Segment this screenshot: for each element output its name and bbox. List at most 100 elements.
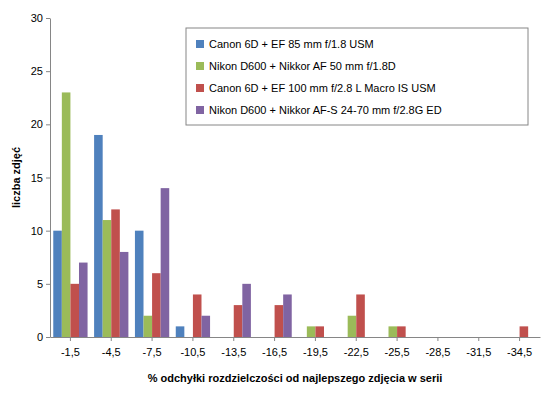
tick: -19,5 (303, 337, 328, 358)
bar (520, 326, 529, 337)
legend-label: Nikon D600 + Nikkor AF-S 24-70 mm f/2.8G… (209, 104, 442, 116)
bar (53, 231, 62, 337)
tick-label: 10 (31, 225, 43, 237)
bar (438, 337, 447, 338)
bar (103, 220, 112, 337)
bar (307, 326, 316, 337)
tick: -4,5 (102, 337, 121, 358)
series (79, 188, 292, 337)
tick-mark (152, 337, 153, 341)
tick: -34,5 (507, 337, 532, 358)
bar (201, 316, 210, 337)
tick-label: -31,5 (466, 346, 491, 358)
tick: 15 (31, 172, 50, 184)
tick-mark (46, 124, 50, 125)
tick-mark (70, 337, 71, 341)
tick-mark (478, 337, 479, 341)
series (70, 209, 528, 337)
bar (70, 284, 79, 337)
tick-label: -13,5 (221, 346, 246, 358)
tick-mark (397, 337, 398, 341)
legend-swatch (196, 40, 204, 48)
bar (298, 337, 307, 338)
tick-label: -4,5 (102, 346, 121, 358)
bar (406, 337, 415, 338)
bar (161, 188, 170, 337)
tick-label: -19,5 (303, 346, 328, 358)
tick-mark (46, 71, 50, 72)
legend-swatch (196, 106, 204, 114)
tick: -28,5 (425, 337, 450, 358)
tick-mark (46, 18, 50, 19)
tick-mark (519, 337, 520, 341)
bar (470, 337, 479, 338)
bar (421, 337, 430, 338)
tick-mark (46, 178, 50, 179)
tick-label: 20 (31, 118, 43, 130)
x-axis-line (51, 337, 541, 338)
tick-mark (274, 337, 275, 341)
tick-label: 15 (31, 172, 43, 184)
bar (184, 337, 193, 338)
bar (283, 294, 292, 337)
chart: 051015202530-1,5-4,5-7,5-10,5-13,5-16,5-… (0, 0, 550, 410)
bar (62, 92, 71, 337)
bar (511, 337, 520, 338)
bar (234, 305, 243, 337)
tick-mark (46, 337, 50, 338)
series (62, 92, 397, 337)
tick: -16,5 (262, 337, 287, 358)
bar (339, 337, 348, 338)
legend-swatch (196, 62, 204, 70)
tick: 25 (31, 65, 50, 77)
tick: -13,5 (221, 337, 246, 358)
bar (275, 305, 284, 337)
bar (135, 231, 144, 337)
y-axis: 051015202530 (31, 12, 51, 343)
bars (53, 92, 528, 337)
bar (266, 337, 275, 338)
tick-mark (356, 337, 357, 341)
tick-mark (46, 284, 50, 285)
y-axis-line (50, 19, 51, 338)
tick: -10,5 (180, 337, 205, 358)
bar (365, 337, 374, 338)
tick-label: 5 (37, 278, 43, 290)
bar (356, 294, 365, 337)
tick: -25,5 (385, 337, 410, 358)
legend-swatch (196, 84, 204, 92)
bar (348, 316, 357, 337)
tick-mark (437, 337, 438, 341)
legend-label: Canon 6D + EF 85 mm f/1.8 USM (209, 38, 374, 50)
tick: 30 (31, 12, 50, 24)
tick: -1,5 (61, 337, 80, 358)
tick-label: -10,5 (180, 346, 205, 358)
bar (152, 273, 161, 337)
tick-label: -22,5 (344, 346, 369, 358)
legend-box (186, 28, 528, 125)
bar (120, 252, 129, 337)
tick-label: -25,5 (385, 346, 410, 358)
tick-label: -28,5 (425, 346, 450, 358)
bar (94, 135, 103, 337)
bar (176, 326, 185, 337)
bar (242, 284, 251, 337)
tick-label: -34,5 (507, 346, 532, 358)
tick-mark (46, 231, 50, 232)
tick-mark (111, 337, 112, 341)
bar (487, 337, 496, 338)
tick: 20 (31, 118, 50, 130)
legend-label: Canon 6D + EF 100 mm f/2.8 L Macro IS US… (209, 82, 436, 94)
tick-mark (192, 337, 193, 341)
x-axis-title: % odchyłki rozdzielczości od najlepszego… (148, 372, 443, 384)
tick: 10 (31, 225, 50, 237)
bar (79, 263, 88, 337)
bar (389, 326, 398, 337)
legend-label: Nikon D600 + Nikkor AF 50 mm f/1.8D (209, 60, 396, 72)
tick: 5 (37, 278, 50, 290)
bar (225, 337, 234, 338)
bar (111, 209, 120, 337)
bar (193, 294, 202, 337)
legend: Canon 6D + EF 85 mm f/1.8 USM Nikon D600 … (186, 28, 528, 125)
tick-label: -1,5 (61, 346, 80, 358)
